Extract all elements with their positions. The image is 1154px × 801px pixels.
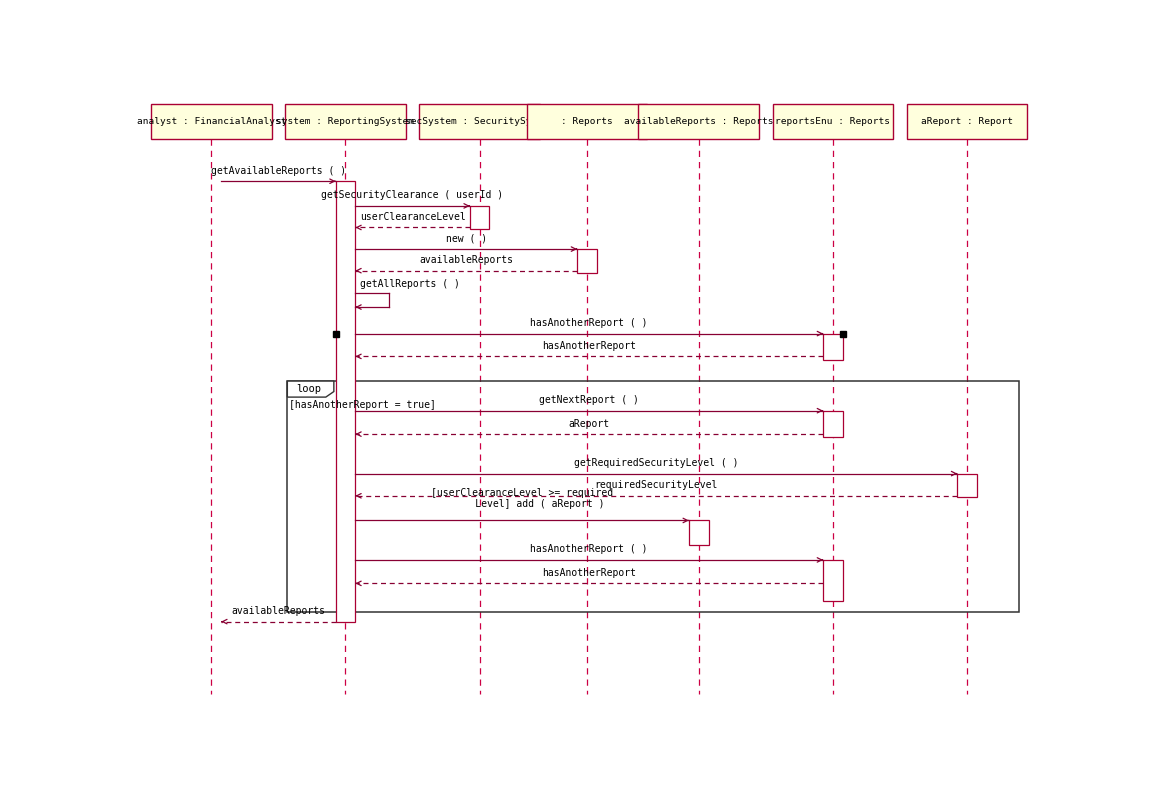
FancyBboxPatch shape — [823, 333, 842, 360]
FancyBboxPatch shape — [957, 473, 977, 497]
Text: secSystem : SecuritySystem: secSystem : SecuritySystem — [405, 117, 554, 126]
Text: requiredSecurityLevel: requiredSecurityLevel — [594, 481, 718, 490]
Text: reportsEnu : Reports: reportsEnu : Reports — [775, 117, 891, 126]
Text: new ( ): new ( ) — [445, 234, 487, 244]
Polygon shape — [287, 381, 334, 397]
Text: getSecurityClearance ( userId ): getSecurityClearance ( userId ) — [322, 191, 503, 200]
Text: aReport : Report: aReport : Report — [921, 117, 1013, 126]
FancyBboxPatch shape — [638, 103, 759, 139]
Text: availableReports: availableReports — [232, 606, 325, 616]
FancyBboxPatch shape — [823, 560, 842, 601]
FancyBboxPatch shape — [577, 249, 597, 272]
Text: system : ReportingSystem: system : ReportingSystem — [277, 117, 414, 126]
FancyBboxPatch shape — [419, 103, 540, 139]
FancyBboxPatch shape — [151, 103, 271, 139]
Text: hasAnotherReport: hasAnotherReport — [542, 341, 636, 351]
Text: analyst : FinancialAnalyst: analyst : FinancialAnalyst — [136, 117, 286, 126]
FancyBboxPatch shape — [470, 206, 489, 229]
Text: [userClearanceLevel >= required
      Level] add ( aReport ): [userClearanceLevel >= required Level] a… — [432, 488, 613, 509]
Text: userClearanceLevel: userClearanceLevel — [360, 212, 465, 222]
Text: hasAnotherReport ( ): hasAnotherReport ( ) — [531, 545, 647, 554]
Text: loop: loop — [295, 384, 321, 394]
FancyBboxPatch shape — [823, 411, 842, 437]
Text: [hasAnotherReport = true]: [hasAnotherReport = true] — [290, 400, 436, 409]
Text: getAvailableReports ( ): getAvailableReports ( ) — [211, 166, 346, 175]
Text: availableReports : Reports: availableReports : Reports — [624, 117, 773, 126]
Text: availableReports: availableReports — [419, 255, 514, 265]
Text: : Reports: : Reports — [561, 117, 613, 126]
FancyBboxPatch shape — [689, 521, 709, 545]
FancyBboxPatch shape — [285, 103, 406, 139]
FancyBboxPatch shape — [772, 103, 893, 139]
Text: hasAnotherReport: hasAnotherReport — [542, 568, 636, 578]
Text: aReport: aReport — [569, 419, 609, 429]
FancyBboxPatch shape — [336, 181, 355, 622]
Text: getRequiredSecurityLevel ( ): getRequiredSecurityLevel ( ) — [574, 458, 739, 468]
Text: getNextReport ( ): getNextReport ( ) — [539, 395, 639, 405]
Text: hasAnotherReport ( ): hasAnotherReport ( ) — [531, 318, 647, 328]
FancyBboxPatch shape — [526, 103, 647, 139]
FancyBboxPatch shape — [907, 103, 1027, 139]
Text: getAllReports ( ): getAllReports ( ) — [360, 279, 459, 288]
